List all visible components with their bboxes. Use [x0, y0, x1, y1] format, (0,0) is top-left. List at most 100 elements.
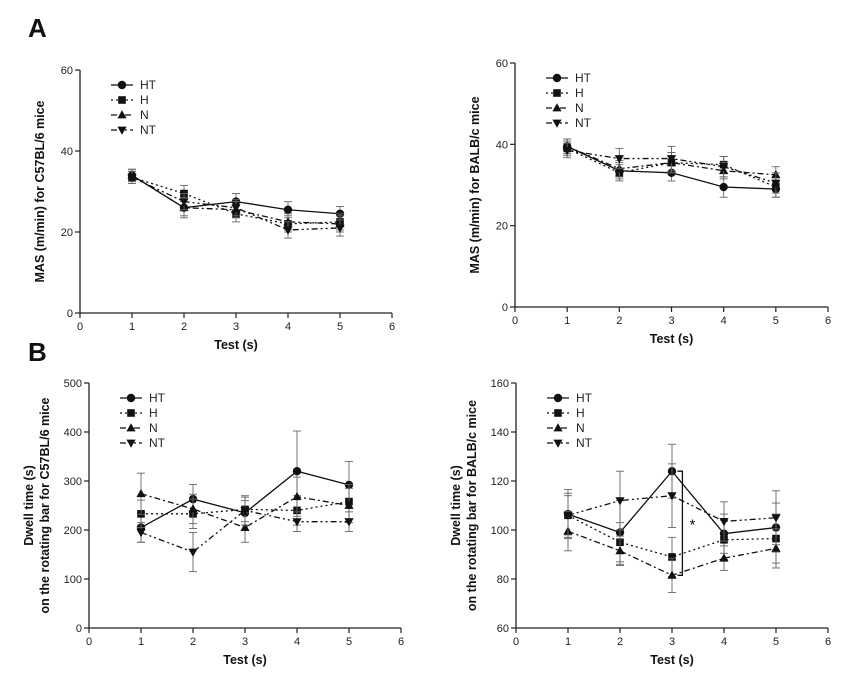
data-point-marker	[335, 224, 345, 233]
y-tick-label: 140	[491, 427, 509, 439]
legend-label-nt: NT	[140, 123, 157, 137]
series-line	[566, 145, 776, 176]
data-point-marker	[292, 518, 302, 527]
chart-3: 0 1 2 3 4 5 6 0 100 200 300 400 500 Test (s) Dwell tim…	[22, 378, 404, 667]
series-nt	[563, 463, 781, 546]
legend-marker	[118, 96, 126, 104]
series-nt	[136, 495, 354, 573]
data-point-marker	[614, 155, 624, 164]
significance-bracket	[677, 470, 684, 576]
x-tick-label: 3	[233, 321, 239, 333]
data-point-marker	[240, 507, 250, 516]
x-tick-label: 4	[721, 636, 727, 648]
panel-label-b: B	[28, 337, 47, 367]
y-tick-label: 400	[64, 427, 82, 439]
legend-marker	[117, 110, 127, 119]
x-tick-label: 2	[616, 315, 622, 327]
legend-label-n: N	[149, 421, 158, 435]
legend-label-nt: NT	[575, 116, 592, 130]
legend-label-ht: HT	[576, 391, 593, 405]
data-point-marker	[719, 163, 729, 172]
data-point-marker	[127, 173, 137, 183]
legend-label-ht: HT	[149, 391, 166, 405]
y-tick-label: 500	[64, 378, 82, 390]
data-point-marker	[292, 467, 302, 476]
legend-label-ht: HT	[140, 78, 157, 92]
x-tick-label: 1	[564, 315, 570, 327]
y-tick-label: 20	[61, 227, 73, 239]
x-axis-title: Test (s)	[223, 653, 267, 667]
x-tick-label: 4	[294, 636, 300, 648]
panel-label-a: A	[28, 13, 47, 43]
series-line	[140, 509, 349, 553]
y-tick-label: 100	[64, 574, 82, 586]
x-axis-title: Test (s)	[214, 338, 258, 352]
data-point-marker	[719, 182, 728, 192]
legend-label-n: N	[140, 108, 149, 122]
y-tick-label: 60	[496, 58, 508, 70]
legend-marker	[126, 393, 136, 403]
y-tick-label: 200	[64, 525, 82, 537]
y-tick-label: 20	[496, 221, 508, 233]
y-tick-label: 160	[491, 378, 509, 390]
y-tick-label: 0	[76, 623, 82, 635]
x-tick-label: 6	[825, 315, 831, 327]
x-tick-label: 3	[669, 636, 675, 648]
legend-label-h: H	[575, 86, 584, 100]
data-point-marker	[771, 543, 781, 552]
data-point-marker	[344, 500, 354, 509]
y-tick-label: 60	[497, 623, 509, 635]
data-point-marker	[136, 529, 146, 538]
legend-label-h: H	[576, 406, 585, 420]
legend-label-nt: NT	[149, 436, 166, 450]
series-nt	[562, 142, 781, 194]
series-nt	[127, 170, 345, 239]
x-tick-label: 0	[512, 315, 518, 327]
x-tick-label: 0	[513, 636, 519, 648]
y-tick-label: 0	[67, 308, 73, 320]
legend-marker	[553, 89, 561, 97]
legend-label-h: H	[149, 406, 158, 420]
x-tick-label: 1	[138, 636, 144, 648]
legend-label-n: N	[576, 421, 585, 435]
data-point-marker	[179, 198, 189, 207]
x-tick-label: 4	[721, 315, 727, 327]
y-tick-label: 60	[61, 65, 73, 77]
data-point-marker	[344, 518, 354, 527]
y-tick-label: 80	[497, 574, 509, 586]
data-point-marker	[668, 553, 676, 561]
x-tick-label: 1	[129, 321, 135, 333]
data-point-marker	[719, 553, 729, 562]
x-tick-label: 1	[565, 636, 571, 648]
y-tick-label: 40	[61, 146, 73, 158]
x-tick-label: 6	[389, 321, 395, 333]
y-tick-label: 40	[496, 139, 508, 151]
legend-marker	[117, 126, 127, 135]
y-axis-title-line-2: on the rotating bar for BALB/c mice	[465, 400, 479, 611]
data-point-marker	[231, 204, 241, 213]
y-tick-label: 120	[491, 476, 509, 488]
y-axis-title-line-1: Dwell time (s)	[22, 465, 36, 546]
x-tick-label: 5	[346, 636, 352, 648]
legend-label-n: N	[575, 101, 584, 115]
legend-marker	[126, 423, 136, 432]
data-point-marker	[563, 511, 573, 521]
legend-marker	[127, 409, 135, 417]
x-tick-label: 0	[86, 636, 92, 648]
legend-marker	[553, 423, 563, 432]
x-tick-label: 6	[825, 636, 831, 648]
y-tick-label: 300	[64, 476, 82, 488]
data-point-marker	[771, 179, 781, 188]
data-point-marker	[667, 570, 677, 579]
data-point-marker	[562, 147, 572, 156]
data-point-marker	[771, 514, 781, 523]
legend-label-h: H	[140, 93, 149, 107]
x-tick-label: 5	[773, 636, 779, 648]
y-tick-label: 0	[502, 302, 508, 314]
data-point-marker	[283, 226, 293, 235]
legend-label-ht: HT	[575, 71, 592, 85]
